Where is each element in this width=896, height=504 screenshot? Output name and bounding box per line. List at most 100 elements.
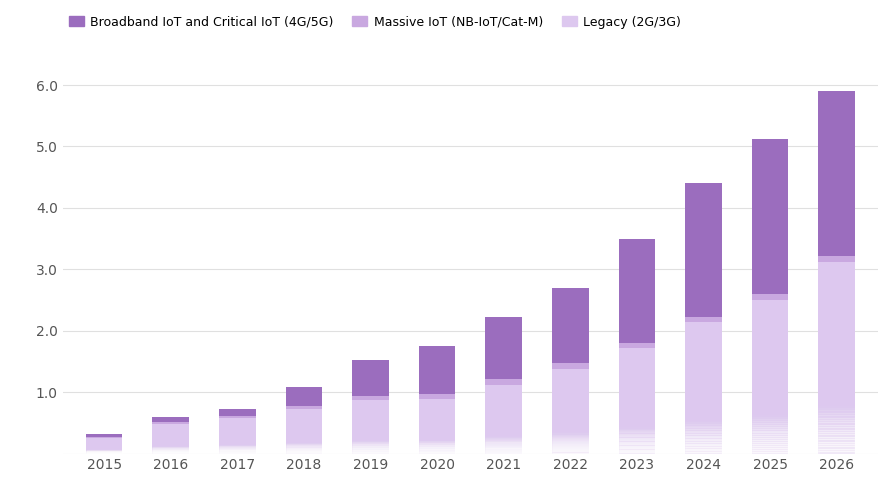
Bar bbox=[818, 425, 855, 427]
Bar bbox=[486, 449, 522, 450]
Bar bbox=[486, 385, 522, 454]
Bar bbox=[618, 435, 655, 436]
Bar bbox=[552, 448, 589, 450]
Bar bbox=[418, 446, 455, 447]
Bar bbox=[219, 418, 255, 454]
Bar bbox=[552, 435, 589, 436]
Bar bbox=[685, 450, 722, 452]
Bar bbox=[752, 300, 788, 454]
Bar bbox=[552, 434, 589, 435]
Bar bbox=[286, 453, 323, 454]
Bar bbox=[152, 417, 189, 422]
Bar bbox=[486, 440, 522, 442]
Bar bbox=[685, 422, 722, 424]
Bar bbox=[552, 450, 589, 451]
Bar bbox=[618, 428, 655, 430]
Bar bbox=[418, 452, 455, 453]
Bar bbox=[352, 360, 389, 396]
Bar bbox=[752, 442, 788, 444]
Bar bbox=[352, 440, 389, 441]
Bar bbox=[552, 442, 589, 443]
Bar bbox=[752, 450, 788, 452]
Bar bbox=[752, 434, 788, 436]
Bar bbox=[685, 437, 722, 439]
Bar bbox=[685, 183, 722, 317]
Bar bbox=[752, 448, 788, 450]
Bar bbox=[486, 437, 522, 438]
Bar bbox=[752, 423, 788, 425]
Bar bbox=[618, 443, 655, 445]
Bar bbox=[685, 447, 722, 449]
Bar bbox=[618, 445, 655, 446]
Bar bbox=[352, 453, 389, 454]
Bar bbox=[352, 442, 389, 443]
Bar bbox=[486, 452, 522, 453]
Bar bbox=[818, 422, 855, 425]
Bar bbox=[352, 450, 389, 451]
Bar bbox=[685, 444, 722, 446]
Bar bbox=[752, 428, 788, 430]
Bar bbox=[86, 434, 123, 437]
Bar bbox=[818, 418, 855, 420]
Bar bbox=[752, 421, 788, 423]
Bar bbox=[352, 444, 389, 445]
Bar bbox=[618, 446, 655, 447]
Bar bbox=[552, 444, 589, 445]
Bar bbox=[286, 449, 323, 450]
Bar bbox=[618, 452, 655, 454]
Bar bbox=[752, 440, 788, 442]
Bar bbox=[552, 443, 589, 444]
Bar bbox=[618, 343, 655, 348]
Bar bbox=[818, 420, 855, 422]
Bar bbox=[486, 444, 522, 445]
Bar bbox=[685, 435, 722, 437]
Bar bbox=[418, 442, 455, 443]
Bar bbox=[352, 441, 389, 442]
Bar bbox=[685, 424, 722, 426]
Bar bbox=[486, 451, 522, 452]
Bar bbox=[818, 415, 855, 418]
Bar bbox=[418, 453, 455, 454]
Bar bbox=[818, 442, 855, 444]
Bar bbox=[552, 445, 589, 446]
Bar bbox=[286, 450, 323, 451]
Bar bbox=[352, 451, 389, 452]
Bar bbox=[685, 322, 722, 454]
Bar bbox=[752, 415, 788, 417]
Bar bbox=[486, 446, 522, 447]
Bar bbox=[752, 425, 788, 427]
Bar bbox=[752, 452, 788, 454]
Bar bbox=[685, 439, 722, 440]
Bar bbox=[486, 438, 522, 439]
Bar bbox=[418, 444, 455, 445]
Bar bbox=[352, 447, 389, 448]
Bar bbox=[685, 317, 722, 322]
Bar bbox=[618, 447, 655, 449]
Bar bbox=[752, 446, 788, 448]
Bar bbox=[219, 409, 255, 415]
Bar bbox=[685, 421, 722, 422]
Bar bbox=[152, 424, 189, 454]
Bar bbox=[618, 432, 655, 434]
Bar bbox=[486, 443, 522, 444]
Bar bbox=[418, 394, 455, 399]
Bar bbox=[618, 431, 655, 432]
Bar bbox=[418, 443, 455, 444]
Bar bbox=[486, 442, 522, 443]
Bar bbox=[286, 444, 323, 445]
Bar bbox=[86, 437, 123, 438]
Bar bbox=[752, 432, 788, 434]
Bar bbox=[685, 452, 722, 454]
Bar bbox=[818, 256, 855, 262]
Bar bbox=[552, 453, 589, 454]
Bar bbox=[552, 441, 589, 442]
Legend: Broadband IoT and Critical IoT (4G/5G), Massive IoT (NB-IoT/Cat-M), Legacy (2G/3: Broadband IoT and Critical IoT (4G/5G), … bbox=[69, 16, 681, 29]
Bar bbox=[552, 369, 589, 454]
Bar bbox=[552, 432, 589, 433]
Bar bbox=[818, 262, 855, 454]
Bar bbox=[618, 434, 655, 435]
Bar bbox=[486, 436, 522, 437]
Bar bbox=[685, 430, 722, 432]
Bar bbox=[752, 417, 788, 419]
Bar bbox=[552, 440, 589, 441]
